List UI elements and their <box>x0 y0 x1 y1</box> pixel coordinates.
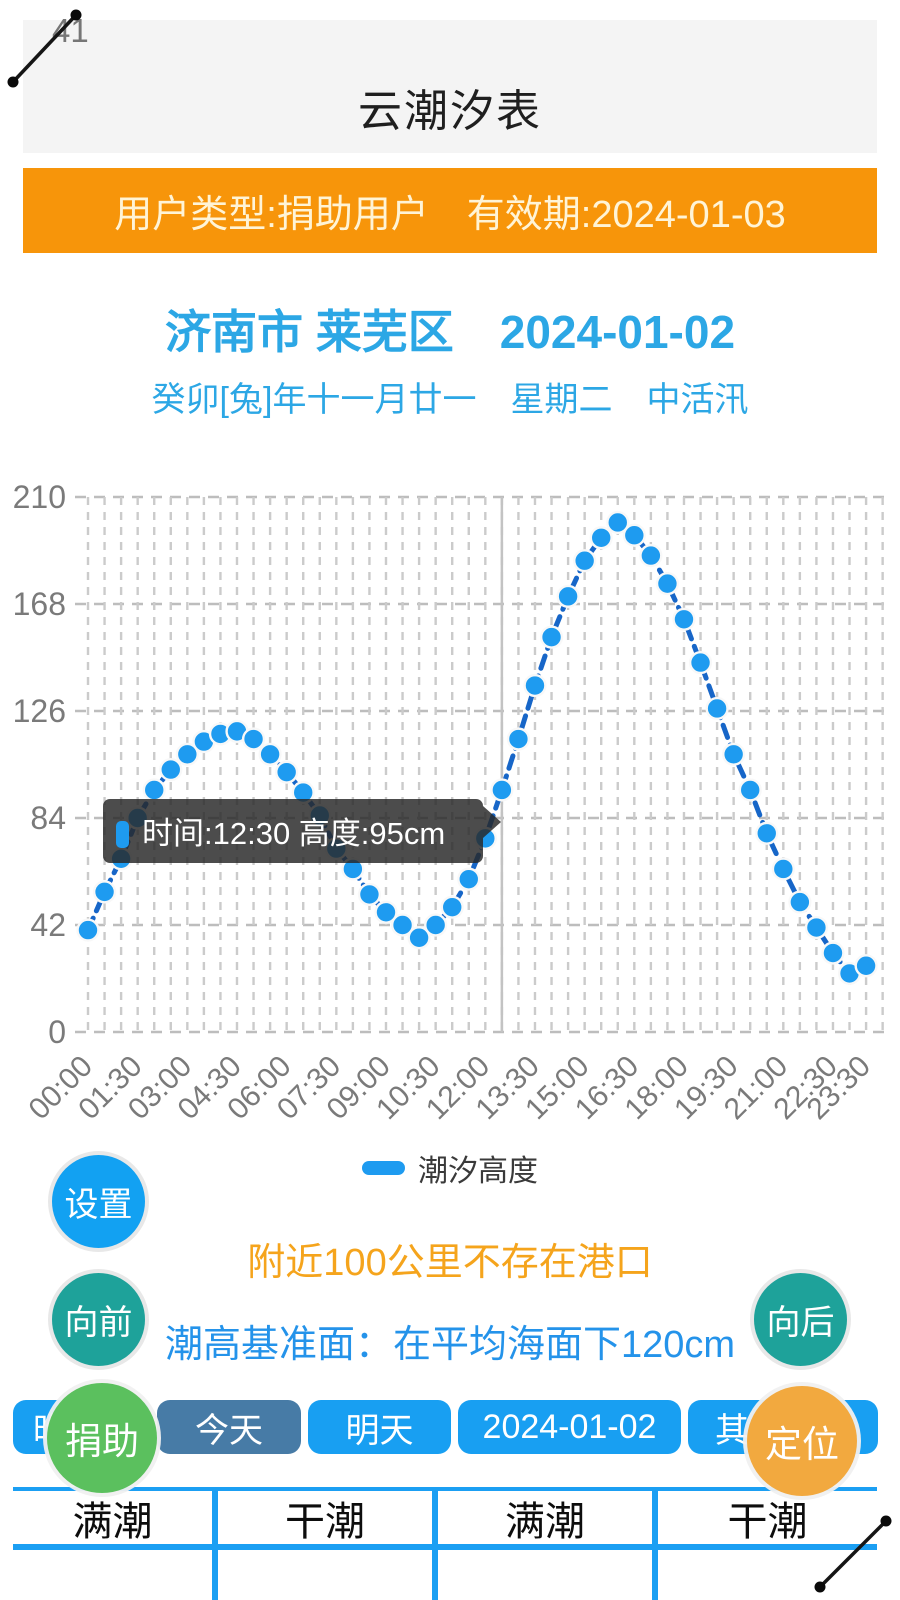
tooltip-arrow <box>483 806 501 838</box>
y-axis-tick-label: 42 <box>30 907 66 943</box>
table-cell-empty <box>658 1550 877 1600</box>
annotation-number: 41 <box>52 12 89 49</box>
data-point[interactable] <box>92 880 117 904</box>
data-point[interactable] <box>390 913 415 937</box>
data-point[interactable] <box>490 778 514 802</box>
legend-label: 潮汐高度 <box>418 1155 538 1188</box>
data-point[interactable] <box>523 673 547 698</box>
data-point[interactable] <box>821 941 845 965</box>
chart-tooltip <box>103 799 483 863</box>
y-axis-tick-label: 168 <box>13 586 66 622</box>
table-header-low-tide-1: 干潮 <box>218 1491 438 1550</box>
data-point[interactable] <box>655 572 680 596</box>
data-point[interactable] <box>374 900 398 924</box>
data-point[interactable] <box>738 778 762 802</box>
settings-button-label: 设置 <box>64 1186 133 1224</box>
data-point[interactable] <box>440 895 464 919</box>
data-point[interactable] <box>539 625 564 649</box>
tooltip-text: 时间:12:30 高度:95cm <box>142 816 445 851</box>
y-axis-tick-label: 84 <box>30 800 66 836</box>
data-point[interactable] <box>556 584 580 608</box>
data-point[interactable] <box>804 915 829 940</box>
user-type-banner: 用户类型:捐助用户 有效期:2024-01-03 <box>23 168 877 253</box>
previous-button-label: 向前 <box>64 1304 133 1342</box>
next-button-label: 向后 <box>766 1304 835 1342</box>
data-point[interactable] <box>275 760 299 784</box>
data-point[interactable] <box>639 543 663 568</box>
locate-button[interactable]: 定位 <box>747 1386 857 1496</box>
data-point[interactable] <box>854 954 878 978</box>
donate-button-label: 捐助 <box>65 1421 139 1462</box>
data-point[interactable] <box>705 696 729 721</box>
tooltip-series-marker <box>116 821 129 848</box>
location-date-heading: 济南市 莱芜区 2024-01-02 <box>164 306 736 358</box>
data-point[interactable] <box>506 727 531 751</box>
data-point[interactable] <box>573 549 597 573</box>
table-header-high-tide-2: 满潮 <box>438 1491 658 1550</box>
tab-current-date-label: 2024-01-02 <box>482 1407 657 1446</box>
y-axis-tick-label: 126 <box>13 693 66 729</box>
data-point[interactable] <box>357 882 382 907</box>
user-type-text: 用户类型:捐助用户 有效期:2024-01-03 <box>114 194 786 236</box>
app-title: 云潮汐表 <box>358 86 542 136</box>
data-point[interactable] <box>175 742 199 766</box>
data-point[interactable] <box>407 926 431 950</box>
tide-extremes-table: 满潮 干潮 满潮 干潮 <box>13 1487 877 1600</box>
data-point[interactable] <box>606 510 630 535</box>
settings-button[interactable]: 设置 <box>52 1155 145 1248</box>
table-cell-empty <box>218 1550 438 1600</box>
table-cell-empty <box>13 1550 218 1600</box>
data-point[interactable] <box>241 727 266 751</box>
data-point[interactable] <box>76 918 100 942</box>
data-point[interactable] <box>258 742 282 766</box>
tab-today[interactable]: 今天 <box>157 1400 301 1454</box>
tab-tomorrow-label: 明天 <box>345 1411 414 1450</box>
data-point[interactable] <box>672 607 696 631</box>
lunar-date-line: 癸卯[兔]年十一月廿一 星期二 中活汛 <box>151 381 749 419</box>
locate-button-label: 定位 <box>765 1424 839 1465</box>
data-point[interactable] <box>788 890 812 914</box>
tab-tomorrow[interactable]: 明天 <box>308 1400 451 1454</box>
app-title-bar: 云潮汐表 <box>23 20 877 153</box>
legend-line-swatch <box>362 1161 405 1175</box>
table-header-low-tide-2: 干潮 <box>658 1491 877 1550</box>
donate-button[interactable]: 捐助 <box>47 1383 157 1493</box>
y-axis-tick-label: 0 <box>48 1014 66 1050</box>
previous-day-button[interactable]: 向前 <box>52 1273 145 1366</box>
chart-legend: 潮汐高度 <box>0 1146 900 1190</box>
y-axis-tick-label: 210 <box>13 479 66 515</box>
tab-today-label: 今天 <box>195 1411 263 1450</box>
tide-height-chart[interactable]: 0428412616821000:0001:3003:0004:3006:000… <box>0 470 900 1130</box>
tide-datum-text: 潮高基准面：在平均海面下120cm <box>164 1324 736 1366</box>
data-point[interactable] <box>424 913 448 937</box>
data-point[interactable] <box>159 757 183 782</box>
data-point[interactable] <box>722 742 746 766</box>
table-header-high-tide-1: 满潮 <box>13 1491 218 1550</box>
data-point[interactable] <box>457 867 481 891</box>
next-day-button[interactable]: 向后 <box>754 1273 847 1366</box>
table-cell-empty <box>438 1550 658 1600</box>
data-point[interactable] <box>142 778 166 802</box>
tab-current-date[interactable]: 2024-01-02 <box>458 1400 681 1454</box>
data-point[interactable] <box>688 650 713 675</box>
data-point[interactable] <box>755 821 779 845</box>
data-point[interactable] <box>771 857 795 881</box>
no-port-notice: 附近100公里不存在港口 <box>247 1242 653 1284</box>
data-point[interactable] <box>622 523 646 547</box>
data-point[interactable] <box>589 526 613 550</box>
